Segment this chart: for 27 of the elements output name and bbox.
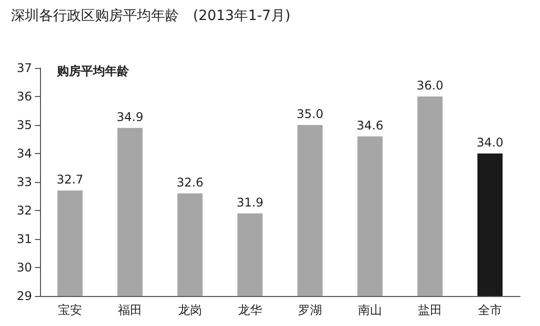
x-tick-label: 龙华 [238,303,262,317]
chart-title: 深圳各行政区购房平均年龄 (2013年1-7月) [11,8,290,24]
x-tick-label: 龙岗 [178,303,202,317]
y-tick-label: 31 [16,232,32,246]
x-tick-label: 盐田 [418,303,442,317]
y-tick-label: 30 [16,260,32,274]
x-tick-label: 福田 [118,303,142,317]
y-tick-label: 29 [16,289,32,303]
y-tick-label: 34 [16,146,32,160]
x-tick-label: 宝安 [58,303,82,317]
y-tick-label: 35 [16,118,32,132]
data-label: 32.6 [176,175,204,190]
y-tick-label: 33 [16,175,32,189]
data-label: 34.9 [116,110,144,124]
y-tick-label: 32 [16,204,32,218]
y-tick-label: 36 [16,90,32,104]
x-tick-label: 全市 [478,303,502,317]
data-label: 36.0 [416,78,444,92]
data-label: 34.6 [356,118,384,132]
data-label: 32.7 [56,172,84,187]
data-label: 34.0 [476,136,504,150]
x-tick-label: 罗湖 [298,303,322,317]
data-label: 35.0 [296,107,324,121]
data-label: 31.9 [236,195,264,210]
y-tick-label: 37 [16,61,32,75]
x-tick-label: 南山 [358,303,382,317]
y-axis-title: 购房平均年龄 [56,64,130,78]
